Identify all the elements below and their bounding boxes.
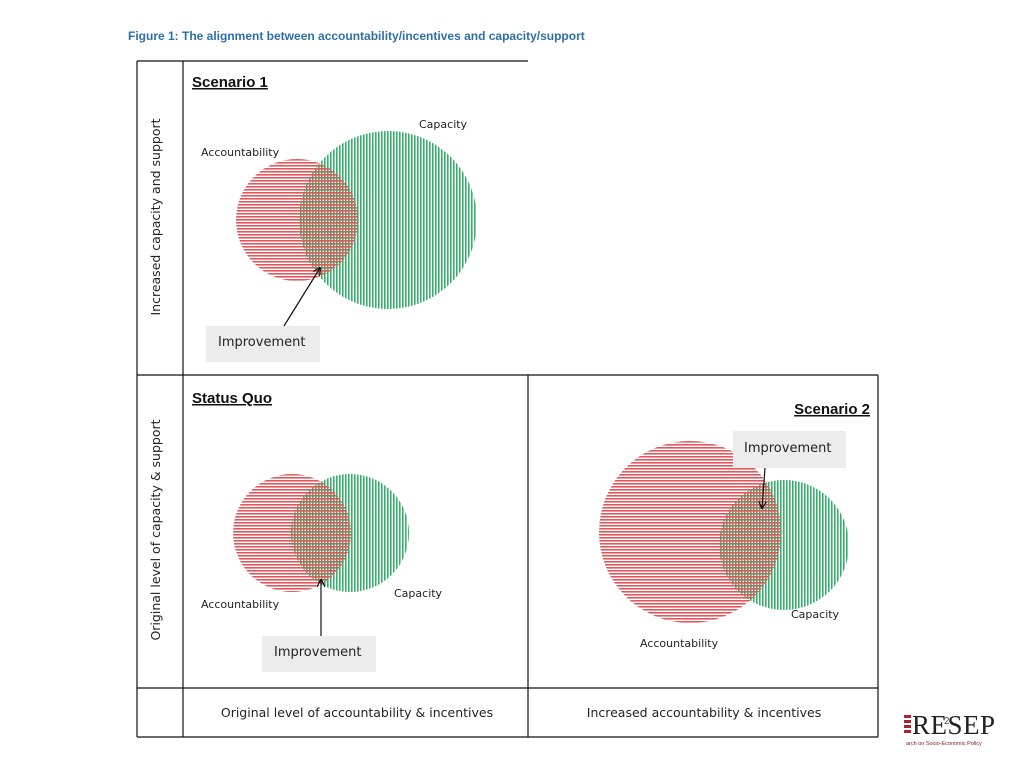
y-axis-label-top: Increased capacity and support <box>148 118 163 315</box>
logo-subtitle: arch on Socio-Economic Policy <box>906 741 982 747</box>
scenario2-panel: Scenario 2 Accountability Capacity Impro… <box>599 401 870 650</box>
figure-title: Figure 1: The alignment between accounta… <box>128 29 585 43</box>
scenario1-panel: Scenario 1 Accountability Capacity Impro… <box>192 74 477 362</box>
status-quo-improvement-box <box>262 636 376 672</box>
status-quo-panel: Status Quo Accountability Capacity Impro… <box>192 390 443 672</box>
scenario2-accountability-label: Accountability <box>640 637 719 650</box>
scenario1-heading: Scenario 1 <box>192 74 268 91</box>
status-quo-heading: Status Quo <box>192 390 272 407</box>
scenario1-accountability-label: Accountability <box>201 146 280 159</box>
scenario2-improvement-label: Improvement <box>744 441 831 456</box>
x-axis-label-left: Original level of accountability & incen… <box>221 705 493 720</box>
page-number: 2 <box>944 716 950 727</box>
x-axis-label-right: Increased accountability & incentives <box>587 705 821 720</box>
logo-text: RESEP <box>912 710 996 740</box>
scenario1-capacity-label: Capacity <box>419 118 468 131</box>
status-quo-overlap <box>291 474 351 592</box>
scenario2-improvement-arrow <box>762 467 765 508</box>
scenario2-improvement-box <box>733 431 846 468</box>
resep-logo: RESEP arch on Socio-Economic Policy <box>904 710 1004 750</box>
grid-frame <box>136 60 879 738</box>
scenario1-improvement-arrow <box>283 268 320 327</box>
scenario1-improvement-box <box>206 326 320 362</box>
scenario2-capacity-label: Capacity <box>791 608 840 621</box>
status-quo-accountability-label: Accountability <box>201 598 280 611</box>
scenario2-heading: Scenario 2 <box>794 401 870 418</box>
scenario1-improvement-label: Improvement <box>218 335 305 350</box>
y-axis-label-bottom: Original level of capacity & support <box>148 419 163 640</box>
status-quo-capacity-label: Capacity <box>394 587 443 600</box>
status-quo-improvement-label: Improvement <box>274 645 361 660</box>
scenario2-overlap <box>719 480 781 610</box>
scenario1-capacity-circle <box>299 131 477 309</box>
logo-mark-icon <box>904 715 911 737</box>
